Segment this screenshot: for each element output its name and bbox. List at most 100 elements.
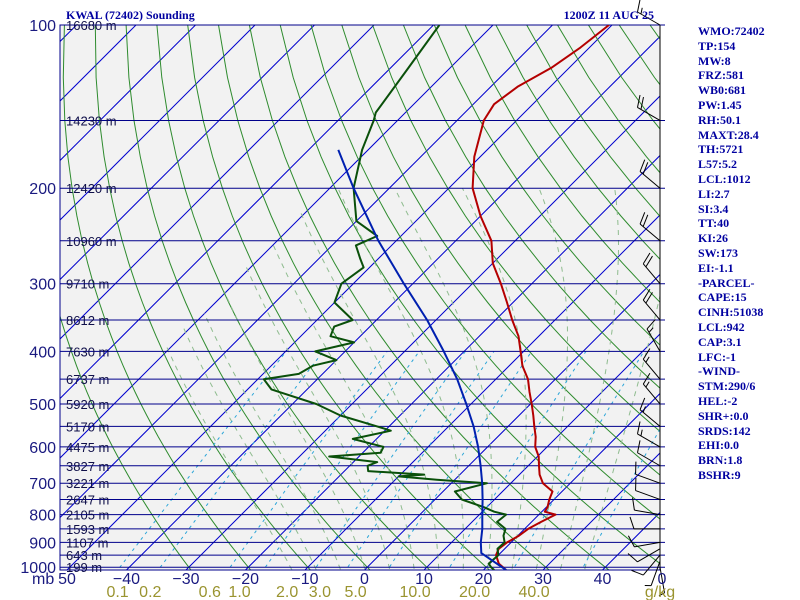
height-label: 5920 m — [66, 397, 109, 412]
pressure-tick-label: 100 — [29, 18, 56, 35]
moist-adiabat-line — [182, 326, 317, 570]
isotherm-line — [126, 35, 660, 570]
dry-adiabat-line — [341, 25, 660, 476]
moist-adiabat-line — [223, 291, 366, 570]
moist-adiabat-line — [203, 312, 342, 570]
plot-background — [60, 25, 660, 570]
wind-barb-shaft — [635, 473, 661, 484]
wind-barb — [642, 373, 661, 405]
sounding-index-item: CAP:3.1 — [698, 334, 742, 349]
sounding-index-item: SHR+:0.0 — [698, 408, 749, 423]
wind-barb-shaft — [637, 107, 661, 121]
pressure-tick-label: 200 — [29, 181, 56, 198]
wind-barb-flag — [639, 212, 646, 225]
isotherm-line — [60, 25, 435, 400]
isotherm-line — [60, 25, 197, 162]
sounding-title: KWAL (72402) Sounding — [66, 8, 195, 22]
wind-barb — [636, 94, 661, 121]
sounding-index-item: SW:173 — [698, 245, 739, 260]
moist-adiabat-line — [246, 267, 391, 570]
wind-barb-half-flag — [640, 429, 643, 437]
dry-adiabat-line — [156, 25, 431, 570]
sounding-index-item: WMO:72402 — [698, 24, 765, 38]
dry-adiabat-line — [218, 25, 550, 570]
wind-barbs — [627, 0, 666, 597]
wind-barb-shaft — [646, 328, 661, 352]
wind-barb — [642, 348, 661, 380]
wind-barb-shaft — [637, 11, 661, 26]
height-label: 5170 m — [66, 419, 109, 434]
wind-barb-flag — [627, 553, 638, 563]
wind-barb — [636, 0, 661, 26]
temperature-tick-label: −40 — [113, 571, 140, 588]
sounding-index-item: EI:-1.1 — [698, 260, 734, 275]
sounding-index-item: EHI:0.0 — [698, 438, 740, 453]
height-label: 3827 m — [66, 459, 109, 474]
sounding-index-item: HEL:-2 — [698, 393, 738, 408]
wind-barb-shaft — [637, 452, 661, 467]
wind-barb-flag — [642, 252, 651, 265]
temperature-tick-label: 0 — [360, 571, 369, 588]
mixing-ratio-line — [387, 351, 533, 570]
wind-barb-shaft — [639, 409, 661, 427]
sounding-index-item: LCL:942 — [698, 319, 745, 334]
mixing-ratio-line — [227, 351, 388, 570]
background-grid — [60, 25, 660, 570]
wind-barb — [642, 252, 661, 285]
sounding-index-item: TH:5721 — [698, 142, 744, 157]
parcel-profile-line — [337, 149, 507, 570]
wind-barb — [636, 421, 661, 448]
height-label: 2647 m — [66, 492, 109, 507]
mixing-ratio-line — [512, 351, 645, 570]
wind-barb — [639, 159, 661, 189]
sounding-index-item: TP:154 — [698, 38, 736, 53]
wind-barb-flag — [646, 319, 656, 330]
dry-adiabat-line — [62, 25, 252, 570]
sounding-index-item: PW:1.45 — [698, 97, 742, 112]
moist-adiabat-line — [535, 188, 568, 570]
wind-barb-shaft — [635, 490, 661, 500]
height-label: 9710 m — [66, 277, 109, 292]
mixing-ratio-label: 0.6 — [199, 584, 221, 600]
height-label: 643 m — [66, 548, 102, 563]
mixing-ratio-label: 40.0 — [519, 584, 550, 600]
temperature-tick-label: 30 — [534, 571, 552, 588]
sounding-index-item: LFC:-1 — [698, 349, 736, 364]
mixing-ratio-label: 0.1 — [106, 584, 128, 600]
pressure-tick-label: 400 — [29, 344, 56, 361]
mixing-ratio-label: 2.0 — [276, 584, 298, 600]
wind-barb-flag — [631, 569, 644, 576]
wind-barb-shaft — [642, 383, 661, 405]
isotherm-line — [60, 25, 256, 221]
wind-barb-flag — [645, 292, 653, 304]
mixing-ratio-line — [313, 351, 466, 570]
height-label: 4475 m — [66, 440, 109, 455]
wind-barb — [639, 212, 661, 242]
isotherm-line — [245, 154, 660, 570]
temperature-tick-label: −10 — [291, 571, 318, 588]
dewpoint-profile-line — [262, 25, 508, 570]
sounding-indices-panel: WMO:72402 TP:154 MW:8 FRZ:581 WB0:681 PW:1.45… — [698, 24, 798, 483]
dry-adiabat-line — [402, 25, 660, 389]
sounding-index-item: CINH:51038 — [698, 305, 764, 320]
mixing-ratio-line — [262, 351, 420, 570]
wind-barb — [635, 477, 661, 500]
wind-barb-flag — [640, 96, 644, 110]
sounding-index-item: KI:26 — [698, 231, 728, 246]
wind-barb-flag — [642, 373, 651, 385]
wind-barb-shaft — [637, 433, 661, 448]
mixing-ratio-label: 5.0 — [344, 584, 366, 600]
sounding-index-item: CAPE:15 — [698, 290, 747, 305]
temperature-tick-label: 0 — [658, 571, 667, 588]
wind-barb-shaft — [642, 299, 661, 321]
height-label: 12420 m — [66, 181, 117, 196]
pressure-tick-label: 600 — [29, 440, 56, 457]
wind-barb-flag — [636, 421, 641, 435]
wind-barb-half-flag — [648, 327, 654, 333]
wind-barb-flag — [642, 162, 649, 175]
wind-barb — [627, 535, 661, 548]
isotherm-line — [304, 214, 660, 570]
temperature-tick-label: −30 — [172, 571, 199, 588]
